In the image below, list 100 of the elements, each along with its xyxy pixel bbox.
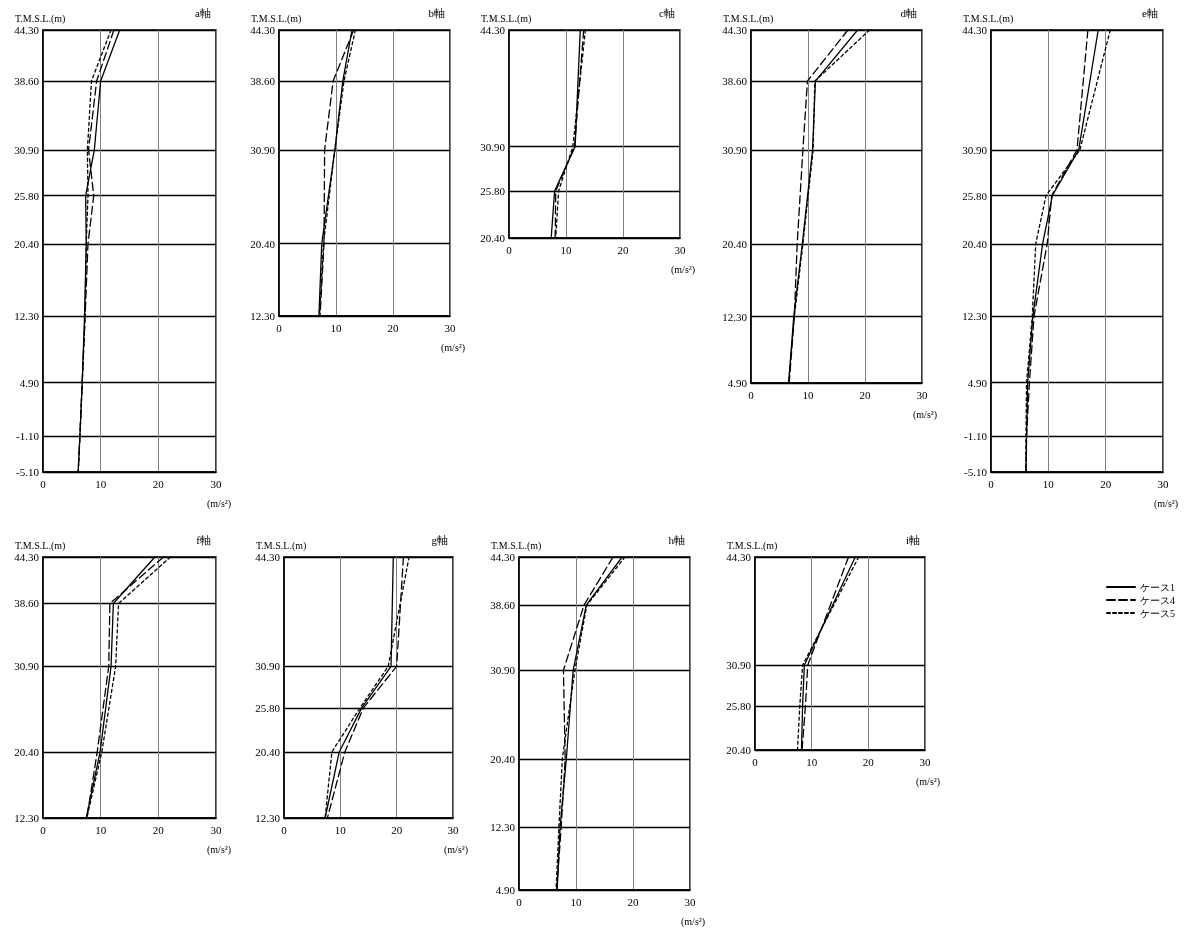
y-tick-label: 44.30 (14, 24, 40, 36)
x-axis-title: (m/s²) (1154, 497, 1179, 510)
y-tick-label: 30.90 (490, 664, 516, 677)
y-tick-label: 20.40 (255, 745, 281, 758)
x-tick-label: 10 (560, 243, 572, 256)
y-tick-label: 12.30 (14, 812, 40, 824)
x-tick-label: 20 (627, 895, 639, 908)
y-axis-title: T.M.S.L.(m) (963, 12, 1014, 25)
chart-title: h軸 (668, 533, 685, 546)
y-tick-label: 4.90 (727, 377, 748, 389)
x-tick-label: 30 (444, 321, 456, 334)
x-tick-label: 30 (210, 823, 222, 836)
x-axis-title: (m/s²) (441, 341, 466, 354)
y-tick-label: 44.30 (14, 551, 40, 563)
x-tick-label: 30 (210, 477, 222, 490)
x-tick-label: 20 (152, 823, 165, 836)
y-axis-title: T.M.S.L.(m) (15, 539, 66, 552)
y-tick-label: 20.40 (250, 237, 276, 250)
y-tick-label: 38.60 (490, 599, 516, 612)
y-tick-label: 25.80 (962, 189, 988, 202)
y-tick-label: 12.30 (14, 310, 40, 323)
y-tick-label: -1.10 (964, 430, 988, 443)
y-tick-label: 4.90 (495, 884, 516, 896)
chart-title: i軸 (905, 533, 921, 546)
y-tick-label: 30.90 (480, 140, 506, 153)
x-tick-label: 0 (40, 477, 47, 490)
legend-label: ケース5 (1140, 607, 1175, 619)
y-tick-label: 4.90 (19, 376, 40, 389)
chart-title: a軸 (195, 6, 212, 19)
x-axis-title: (m/s²) (916, 775, 941, 788)
y-tick-label: 4.90 (967, 376, 988, 389)
x-tick-label: 10 (330, 321, 342, 334)
y-tick-label: 25.80 (480, 185, 506, 197)
y-tick-label: 20.40 (14, 237, 40, 250)
x-axis-title: (m/s²) (913, 408, 938, 421)
y-tick-label: 44.30 (726, 551, 752, 563)
x-tick-label: 0 (752, 755, 759, 768)
x-tick-label: 30 (916, 388, 928, 401)
y-tick-label: 12.30 (250, 310, 276, 322)
x-tick-label: 30 (1157, 477, 1169, 490)
y-tick-label: 38.60 (722, 75, 748, 88)
x-tick-label: 30 (919, 755, 931, 768)
chart-title: f軸 (196, 533, 212, 546)
y-tick-label: 20.40 (962, 237, 988, 250)
y-axis-title: T.M.S.L.(m) (15, 12, 66, 25)
y-axis-title: T.M.S.L.(m) (481, 12, 532, 25)
y-tick-label: 30.90 (250, 143, 276, 156)
y-axis-title: T.M.S.L.(m) (491, 539, 542, 552)
y-tick-label: 38.60 (14, 75, 40, 87)
y-tick-label: 20.40 (726, 744, 752, 756)
y-tick-label: 20.40 (14, 745, 40, 758)
y-axis-title: T.M.S.L.(m) (727, 539, 778, 552)
x-tick-label: 10 (802, 388, 814, 401)
x-tick-label: 10 (1042, 477, 1055, 490)
y-tick-label: 44.30 (250, 24, 276, 36)
y-tick-label: 25.80 (726, 700, 752, 713)
chart-title: e軸 (1142, 6, 1159, 19)
y-tick-label: 20.40 (480, 232, 506, 244)
legend-label: ケース4 (1140, 594, 1175, 606)
x-axis-title: (m/s²) (444, 843, 469, 856)
y-tick-label: 30.90 (962, 143, 988, 156)
x-tick-label: 0 (748, 388, 755, 401)
x-tick-label: 0 (40, 823, 47, 836)
y-tick-label: 44.30 (480, 24, 506, 36)
x-tick-label: 0 (516, 895, 523, 908)
x-tick-label: 10 (95, 823, 107, 836)
y-tick-label: 25.80 (255, 701, 281, 714)
y-tick-label: 30.90 (14, 143, 40, 156)
y-tick-label: 20.40 (722, 238, 748, 251)
x-tick-label: 20 (859, 388, 871, 401)
x-tick-label: 0 (506, 243, 513, 256)
y-tick-label: 38.60 (250, 74, 276, 87)
y-tick-label: 20.40 (490, 753, 516, 765)
y-tick-label: 30.90 (255, 660, 281, 673)
y-tick-label: 12.30 (962, 310, 988, 323)
x-tick-label: 20 (387, 321, 399, 334)
y-tick-label: 12.30 (722, 310, 748, 323)
x-tick-label: 10 (806, 755, 818, 768)
y-axis-title: T.M.S.L.(m) (251, 12, 302, 25)
y-tick-label: 12.30 (490, 821, 516, 834)
x-tick-label: 20 (391, 823, 403, 836)
x-tick-label: 0 (276, 321, 283, 334)
y-tick-label: 44.30 (490, 551, 516, 563)
y-tick-label: 30.90 (14, 660, 40, 673)
chart-title: b軸 (428, 6, 445, 19)
x-tick-label: 0 (281, 823, 288, 836)
x-tick-label: 20 (862, 755, 875, 768)
x-tick-label: 20 (1100, 477, 1112, 490)
y-tick-label: 44.30 (962, 24, 988, 36)
x-axis-title: (m/s²) (681, 915, 706, 928)
x-axis-title: (m/s²) (207, 497, 232, 510)
x-tick-label: 20 (617, 243, 629, 256)
y-tick-label: -1.10 (16, 430, 40, 443)
y-tick-label: -5.10 (16, 466, 40, 478)
y-tick-label: 12.30 (255, 812, 281, 824)
x-axis-title: (m/s²) (207, 843, 232, 856)
y-tick-label: 44.30 (722, 24, 748, 36)
y-axis-title: T.M.S.L.(m) (723, 12, 774, 25)
x-tick-label: 20 (152, 477, 165, 490)
x-tick-label: 30 (674, 243, 686, 256)
